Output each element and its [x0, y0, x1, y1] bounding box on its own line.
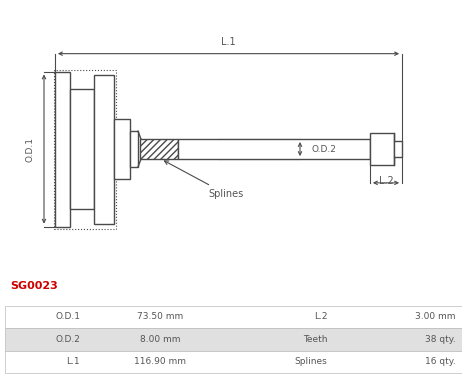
- Text: Teeth: Teeth: [303, 335, 327, 344]
- Text: 38 qty.: 38 qty.: [425, 335, 455, 344]
- Text: L.2: L.2: [314, 312, 327, 321]
- Text: O.D.2: O.D.2: [55, 335, 80, 344]
- Text: 73.50 mm: 73.50 mm: [137, 312, 184, 321]
- Text: Splines: Splines: [295, 357, 327, 366]
- Text: 116.90 mm: 116.90 mm: [134, 357, 186, 366]
- Bar: [70, 89, 94, 209]
- Bar: [94, 74, 114, 224]
- Bar: [5, 328, 462, 350]
- Text: SG0023: SG0023: [10, 281, 58, 291]
- Bar: [370, 133, 394, 165]
- Bar: [140, 139, 178, 159]
- Text: O.D.1: O.D.1: [55, 312, 80, 321]
- Bar: [114, 119, 130, 179]
- Text: L.1: L.1: [67, 357, 80, 366]
- Bar: [5, 306, 462, 328]
- Text: L.2: L.2: [379, 176, 393, 186]
- Bar: [54, 70, 116, 229]
- Text: L.1: L.1: [221, 37, 236, 47]
- Text: 8.00 mm: 8.00 mm: [140, 335, 181, 344]
- Text: 3.00 mm: 3.00 mm: [415, 312, 455, 321]
- Text: Splines: Splines: [164, 161, 243, 199]
- Text: 16 qty.: 16 qty.: [425, 357, 455, 366]
- Bar: [394, 141, 402, 157]
- Text: O.D.2: O.D.2: [312, 144, 337, 153]
- Text: O.D.1: O.D.1: [26, 136, 35, 162]
- Bar: [178, 139, 370, 159]
- Bar: [5, 350, 462, 373]
- Bar: [130, 131, 138, 167]
- Bar: [55, 71, 70, 227]
